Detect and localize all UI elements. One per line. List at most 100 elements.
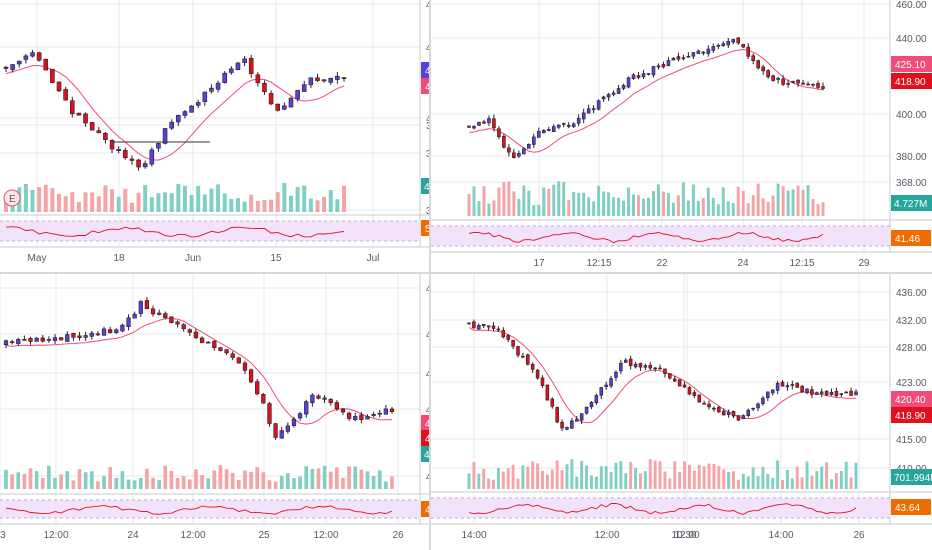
volume-bar [711,197,715,216]
volume-bar [209,188,214,212]
volume-bar [790,478,794,489]
candle [136,159,141,168]
candle [626,77,631,88]
volume-bar [116,196,121,212]
candle [535,369,540,379]
candle [156,143,161,149]
candle [322,397,327,400]
candle [776,77,780,80]
volume-bar [825,462,829,489]
volume-bar [255,200,260,212]
candle [648,364,653,369]
volume-bar [487,478,491,489]
candle [230,353,235,358]
candle [511,339,515,347]
candle [522,148,526,155]
rsi-tag [891,230,931,246]
volume-bar [335,199,340,212]
x-tick-label: 10:30 [671,530,696,541]
volume-bar [30,189,35,212]
price-tag [421,415,429,431]
candle [526,354,530,365]
volume-bar [273,481,278,489]
volume-bar [771,477,775,489]
candle [771,75,775,81]
volume-bar [132,480,137,489]
volume-bar [849,477,853,489]
volume-bar [37,187,42,212]
candle [658,367,662,370]
brand-logo-icon [3,189,21,207]
volume-bar [521,465,525,489]
candle [224,349,229,354]
volume-bar [377,470,382,489]
volume-bar [103,185,108,212]
candle [96,130,102,134]
candle [215,82,221,90]
chart-pane-top-left[interactable]: 460.00 440.00 400.00 380.00 360.00 323.50 May 1… [0,0,429,272]
candle [255,381,260,395]
candle [63,89,68,101]
volume-bar [572,191,576,216]
chart-svg-bottom-right[interactable]: 436.00432.00428.00423.00415.00410.0014:0… [431,274,932,550]
volume-bar [176,184,181,212]
volume-bar [492,479,495,489]
volume-bar [820,466,824,489]
candle [801,82,805,85]
volume-bar [50,187,55,212]
horizontal-divider[interactable] [0,272,932,274]
candle [175,321,180,325]
candle [144,300,150,310]
candle [262,82,267,93]
volume-bar [683,461,687,489]
candle [101,328,107,336]
volume-bar [187,479,192,489]
chart-svg-bottom-left[interactable]: 450.00 440.00 432.00 424.00 410.50 23 12:00 24 1… [0,274,429,550]
candle [9,341,15,343]
candle [571,123,576,127]
chart-svg-top-right[interactable]: 460.00 440.00 400.00 380.00 368.00 17 12:15 22 2… [431,0,932,272]
candle [138,301,143,314]
candle [487,118,491,124]
candle [43,58,49,71]
volume-bar [663,471,667,489]
candle [3,66,9,69]
chart-pane-top-right[interactable]: 460.00 440.00 400.00 380.00 368.00 17 12:15 22 2… [431,0,932,272]
candle [377,412,382,415]
volume-bar [609,472,613,489]
volume-bar [275,192,280,212]
volume-bar [501,471,505,489]
candle [52,337,58,341]
candle [236,357,241,364]
chart-pane-bottom-left[interactable]: 450.00 440.00 432.00 424.00 410.50 23 12:00 24 1… [0,274,429,550]
volume-bar [163,192,168,212]
x-tick-label: 24 [127,530,139,541]
volume-bar [512,191,516,216]
rsi-band [431,226,890,246]
volume-bar [83,472,88,489]
volume-bar [189,194,194,212]
candle [389,408,395,412]
volume-bar [516,478,520,489]
vertical-divider[interactable] [429,0,431,550]
rsi-tag [891,499,931,515]
volume-bar [482,469,486,489]
candle [701,51,706,54]
volume-bar [28,468,33,489]
volume-bar [328,471,333,489]
volume-bar [517,198,521,216]
volume-bar [302,185,307,212]
candle [633,363,638,368]
candle [295,89,300,100]
y-tick-label: 440.00 [896,34,927,45]
rsi-tag-label: 41.46 [895,234,920,245]
chart-pane-bottom-right[interactable]: 436.00432.00428.00423.00415.00410.0014:0… [431,274,932,550]
rsi-tag [421,501,429,517]
volume-bar [136,192,141,212]
volume-bar [781,186,785,216]
volume-bar [691,184,695,216]
candle [150,308,156,315]
candle [594,395,599,404]
rsi-tag-label: 54.85 [425,224,429,235]
